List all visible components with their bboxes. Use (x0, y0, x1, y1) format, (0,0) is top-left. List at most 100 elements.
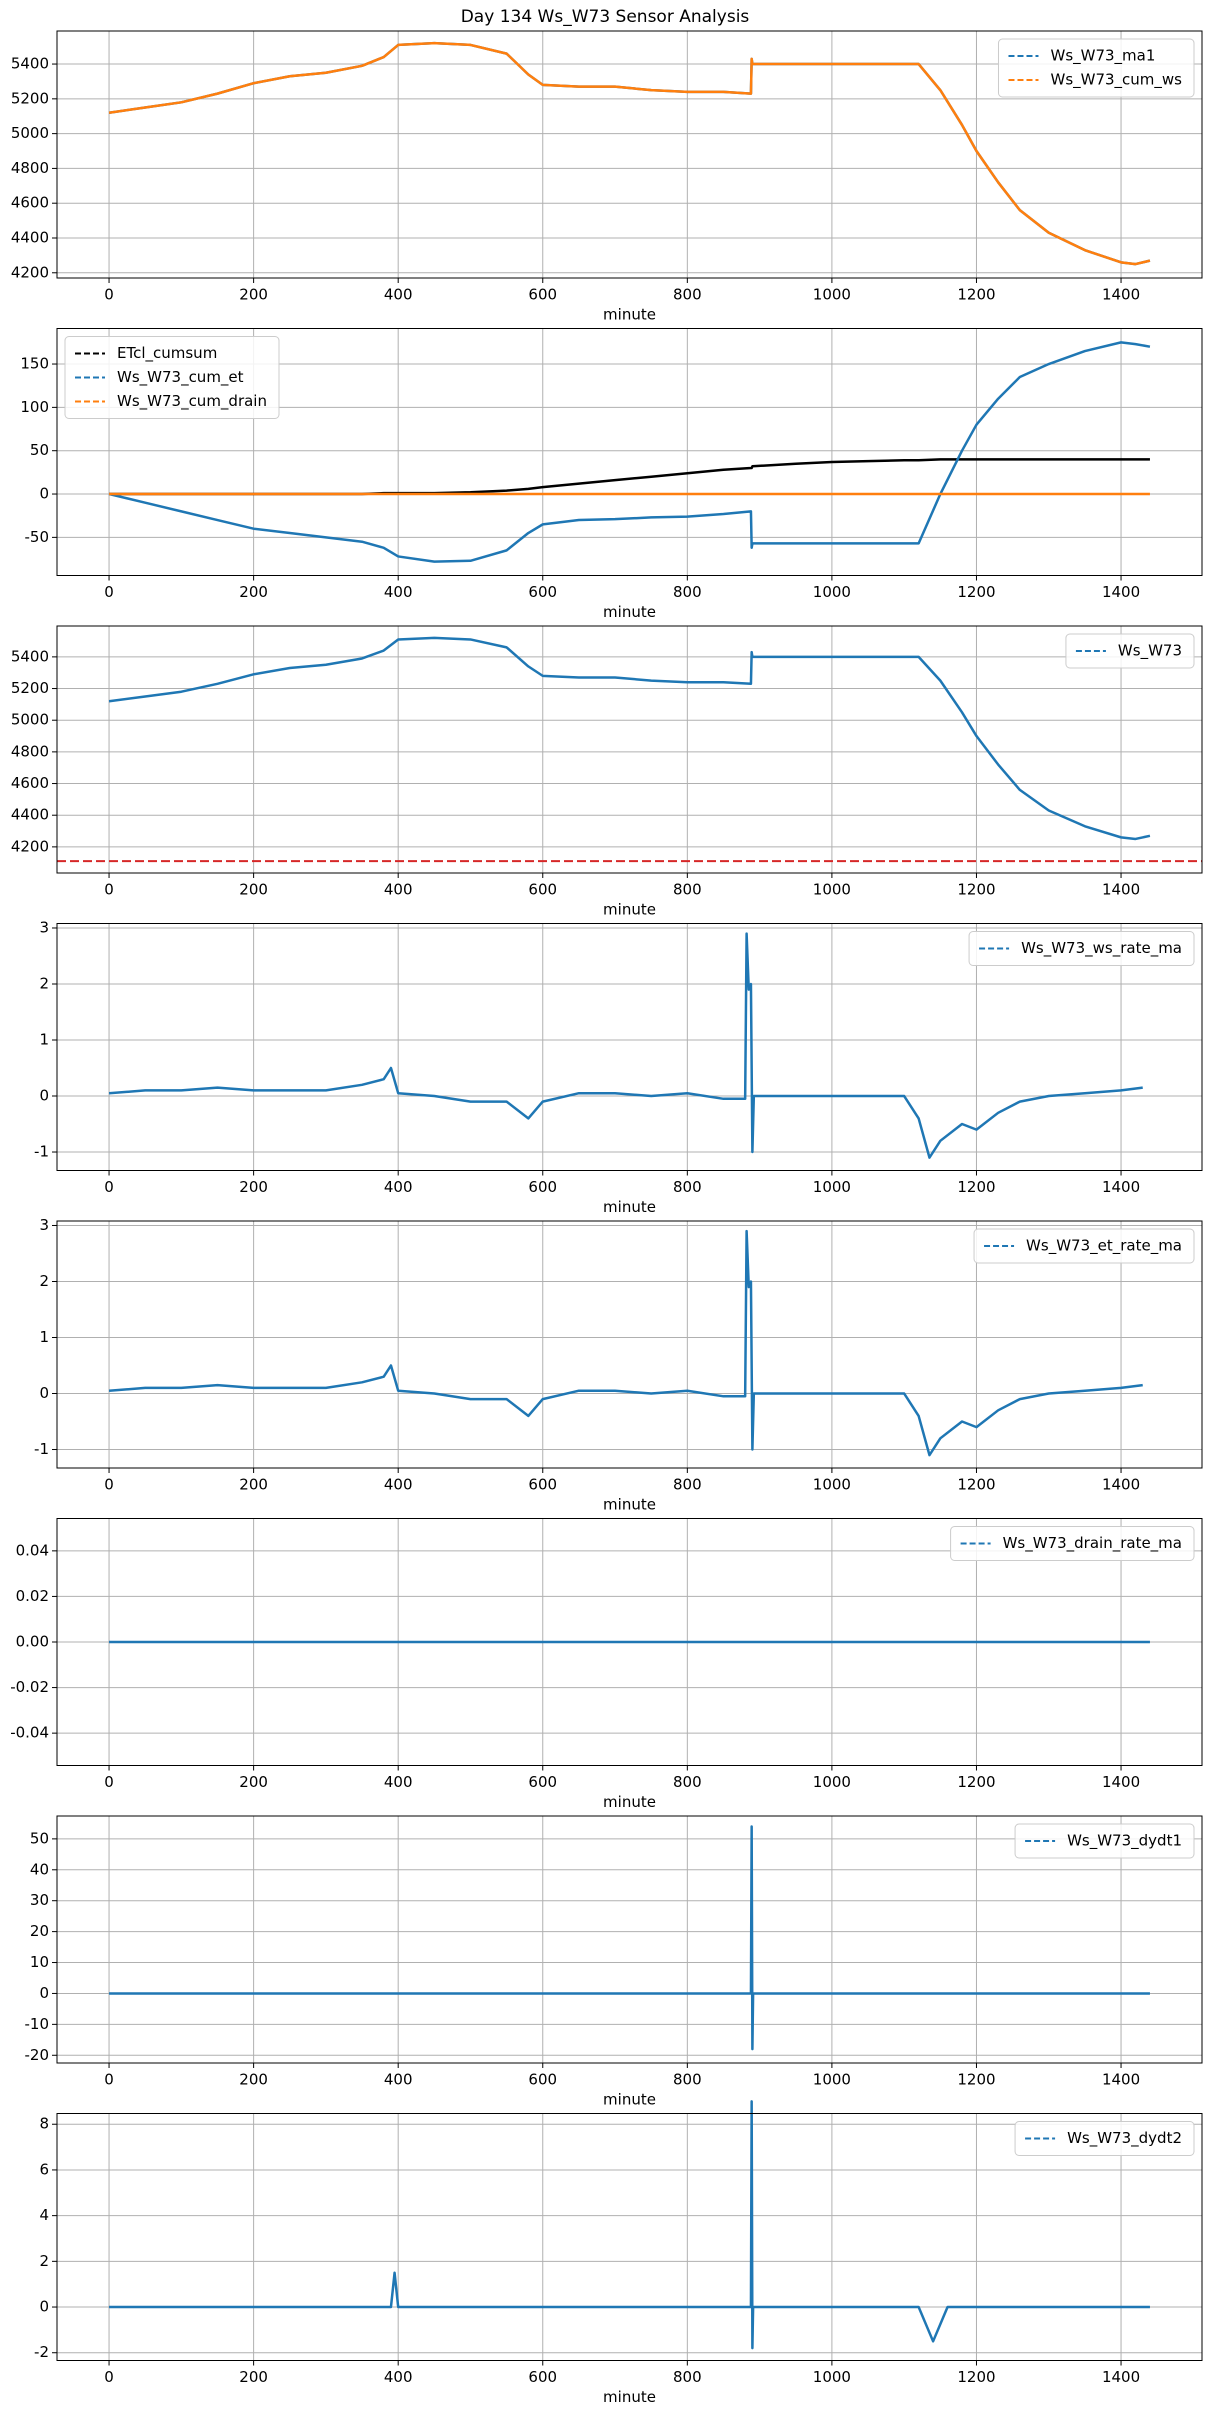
x-tick-label: 800 (673, 286, 702, 304)
y-tick-label: 0.02 (16, 1587, 49, 1605)
x-tick-label: 600 (528, 583, 557, 601)
legend: Ws_W73_dydt1 (1014, 1823, 1195, 1859)
x-tick-label: 0 (104, 2071, 114, 2089)
subplot: 0 200 400 600 800 1000 1200 1400 -1 0 1 2 3 minute Ws_… (34, 918, 1203, 1216)
y-tick-label: 5200 (11, 679, 49, 697)
legend-label: Ws_W73_ws_rate_ma (1021, 939, 1182, 958)
y-tick-label: 4600 (11, 774, 49, 792)
x-tick-label: 600 (528, 1773, 557, 1791)
subplot: 0 200 400 600 800 1000 1200 1400 4200 4400 4600 480… (11, 30, 1203, 324)
y-tick-label: 4200 (11, 263, 49, 281)
x-tick-label: 0 (104, 583, 114, 601)
x-tick-label: 1200 (957, 1773, 995, 1791)
y-tick-label: 4400 (11, 806, 49, 824)
y-tick-label: 2 (39, 1272, 49, 1290)
x-tick-label: 0 (104, 1178, 114, 1196)
x-tick-label: 1200 (957, 2071, 995, 2089)
legend-box (1014, 1823, 1195, 1859)
axes-frame (56, 1220, 1203, 1469)
x-tick-label: 1400 (1102, 2368, 1140, 2386)
y-tick-label: 100 (20, 398, 49, 416)
axes-frame (56, 328, 1203, 576)
x-tick-label: 1400 (1102, 881, 1140, 899)
y-tick-label: 4800 (11, 159, 49, 177)
y-tick-label: 4200 (11, 837, 49, 855)
x-tick-label: 1400 (1102, 1178, 1140, 1196)
x-tick-label: 400 (384, 1773, 413, 1791)
y-tick-label: 50 (30, 441, 49, 459)
x-tick-label: 1000 (813, 286, 851, 304)
series-line (108, 636, 1151, 841)
x-tick-label: 0 (104, 1476, 114, 1494)
x-tick-label: 0 (104, 1773, 114, 1791)
x-tick-label: 800 (673, 2071, 702, 2089)
y-tick-label: 5200 (11, 89, 49, 107)
legend-box (973, 1228, 1195, 1264)
y-tick-label: -0.02 (10, 1678, 49, 1696)
y-tick-label: 3 (39, 1216, 49, 1234)
y-tick-label: 3 (39, 918, 49, 936)
legend-box (64, 336, 280, 419)
legend: ETcl_cumsum Ws_W73_cum_et Ws_W73_cum_drain (64, 336, 280, 419)
x-tick-label: 800 (673, 583, 702, 601)
x-tick-label: 800 (673, 1773, 702, 1791)
legend-label: Ws_W73_ma1 (1050, 47, 1155, 66)
y-tick-label: -20 (25, 2046, 50, 2064)
legend-label: Ws_W73_dydt1 (1067, 1832, 1182, 1851)
x-tick-label: 600 (528, 2368, 557, 2386)
x-axis-label: minute (603, 2388, 656, 2406)
x-tick-label: 1200 (957, 881, 995, 899)
axes-frame (56, 2113, 1203, 2361)
y-tick-label: 50 (30, 1829, 49, 1847)
x-tick-label: 600 (528, 881, 557, 899)
y-tick-label: -2 (34, 2343, 49, 2361)
y-tick-label: 0 (39, 485, 49, 503)
y-tick-label: 0 (39, 1087, 49, 1105)
legend-label: Ws_W73_cum_drain (117, 392, 267, 411)
y-tick-label: 1 (39, 1328, 49, 1346)
x-tick-label: 800 (673, 881, 702, 899)
x-tick-label: 1400 (1102, 2071, 1140, 2089)
x-tick-label: 400 (384, 881, 413, 899)
y-tick-label: 10 (30, 1953, 49, 1971)
y-tick-label: 4800 (11, 742, 49, 760)
x-tick-label: 0 (104, 881, 114, 899)
subplot: 0 200 400 600 800 1000 1200 1400 4200 4400 4600 480… (11, 625, 1203, 919)
x-tick-label: 400 (384, 286, 413, 304)
x-axis-label: minute (603, 901, 656, 919)
legend: Ws_W73_ma1 Ws_W73_cum_ws (997, 38, 1195, 98)
y-tick-label: 4 (39, 2206, 49, 2224)
legend-label: ETcl_cumsum (117, 344, 217, 363)
series-line (109, 2100, 1150, 2350)
legend: Ws_W73_ws_rate_ma (968, 931, 1195, 966)
x-tick-label: 600 (528, 1178, 557, 1196)
axes-frame (56, 30, 1203, 279)
x-axis-label: minute (603, 1793, 656, 1811)
series-line (108, 41, 1151, 266)
x-axis-label: minute (603, 1496, 656, 1514)
axes-frame (56, 625, 1203, 874)
axes-frame (56, 923, 1203, 1171)
x-tick-label: 1000 (813, 2368, 851, 2386)
legend-label: Ws_W73 (1118, 642, 1182, 661)
legend: Ws_W73_dydt2 (1014, 2121, 1195, 2156)
x-tick-label: 1000 (813, 881, 851, 899)
y-tick-label: 0 (39, 1984, 49, 2002)
legend: Ws_W73 (1065, 633, 1195, 669)
legend-label: Ws_W73_cum_et (117, 368, 244, 387)
x-tick-label: 200 (239, 1178, 268, 1196)
x-tick-label: 800 (673, 1476, 702, 1494)
x-tick-label: 1000 (813, 1773, 851, 1791)
x-tick-label: 0 (104, 2368, 114, 2386)
x-axis-label: minute (603, 603, 656, 621)
x-tick-label: 1200 (957, 1476, 995, 1494)
x-tick-label: 600 (528, 1476, 557, 1494)
x-tick-label: 800 (673, 2368, 702, 2386)
y-tick-label: 40 (30, 1860, 49, 1878)
x-tick-label: 600 (528, 286, 557, 304)
y-tick-label: -0.04 (10, 1724, 49, 1742)
legend: Ws_W73_et_rate_ma (973, 1228, 1195, 1264)
y-tick-label: 2 (39, 2252, 49, 2270)
